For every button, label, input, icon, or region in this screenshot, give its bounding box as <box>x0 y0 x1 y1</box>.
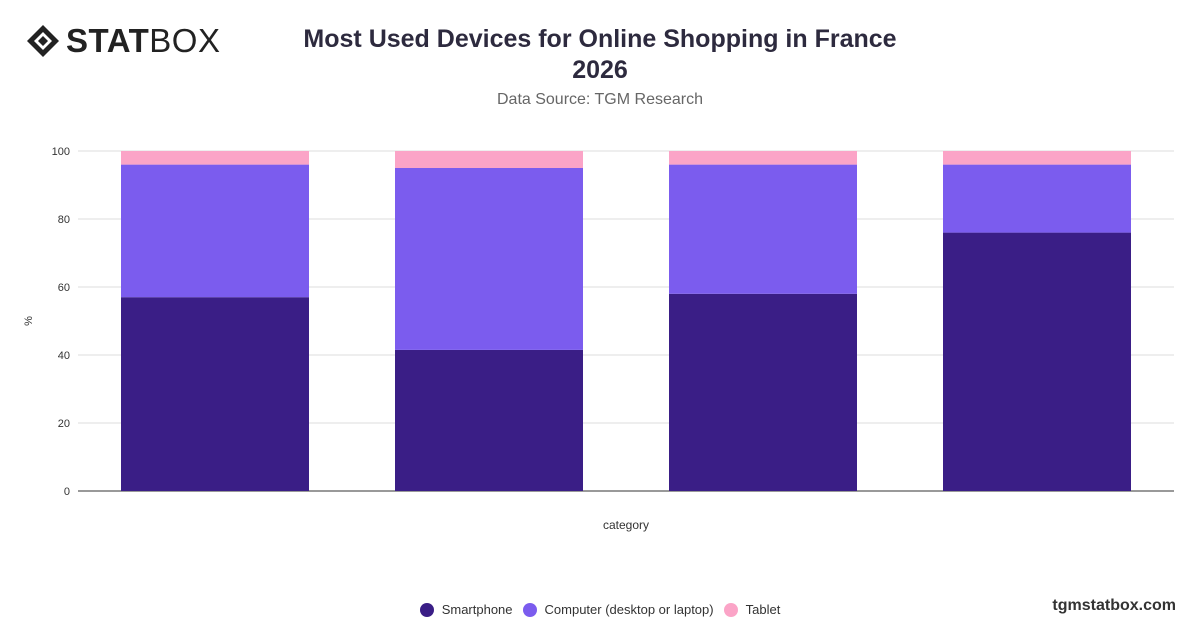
chart-legend: Smartphone Computer (desktop or laptop) Ta… <box>0 602 1200 617</box>
logo-text-light: BOX <box>149 22 221 59</box>
legend-color-dot <box>419 602 434 617</box>
legend-color-dot <box>723 602 738 617</box>
stacked-bar-chart: 0 20 40 60 80 100 category% <box>23 146 1174 532</box>
legend-label: Smartphone <box>441 602 513 617</box>
brand-url: tgmstatbox.com <box>1052 597 1176 614</box>
y-tick-label: 60 <box>58 282 70 294</box>
statbox-logo-icon <box>27 25 59 57</box>
y-tick-label: 40 <box>58 350 70 362</box>
bar-segment-computer-desktop-or-laptop <box>943 164 1131 233</box>
chart-title-line1: Most Used Devices for Online Shopping in… <box>303 25 897 53</box>
bar-segment-computer-desktop-or-laptop <box>395 168 583 350</box>
bar-segment-tablet <box>395 151 583 168</box>
bar-segment-tablet <box>669 151 857 165</box>
x-axis-label: category <box>603 518 649 532</box>
logo-wordmark: STATBOX <box>66 24 220 58</box>
y-axis-label: % <box>23 316 35 326</box>
logo-text-bold: STAT <box>66 22 150 59</box>
chart-title: Most Used Devices for Online Shopping in… <box>300 24 900 86</box>
bar-segment-smartphone <box>395 349 583 491</box>
bar-segment-tablet <box>121 151 309 165</box>
legend-label: Tablet <box>745 602 781 617</box>
statbox-logo: STATBOX <box>26 24 220 58</box>
y-tick-label: 80 <box>58 214 70 226</box>
bar-segment-smartphone <box>669 293 857 491</box>
chart-subtitle: Data Source: TGM Research <box>496 91 703 108</box>
y-tick-label: 0 <box>64 486 70 498</box>
chart-title-line2: 2026 <box>572 56 628 84</box>
y-tick-label: 100 <box>52 146 70 158</box>
legend-item: Tablet <box>723 602 781 617</box>
legend-item: Computer (desktop or laptop) <box>522 602 714 617</box>
legend-label: Computer (desktop or laptop) <box>544 602 714 617</box>
bar-segment-computer-desktop-or-laptop <box>121 164 309 298</box>
y-tick-label: 20 <box>58 418 70 430</box>
legend-color-dot <box>522 602 537 617</box>
bar-segment-smartphone <box>121 297 309 491</box>
bar-segment-smartphone <box>943 232 1131 491</box>
bar-segment-computer-desktop-or-laptop <box>669 164 857 294</box>
bar-segment-tablet <box>943 151 1131 165</box>
legend-item: Smartphone <box>419 602 513 617</box>
